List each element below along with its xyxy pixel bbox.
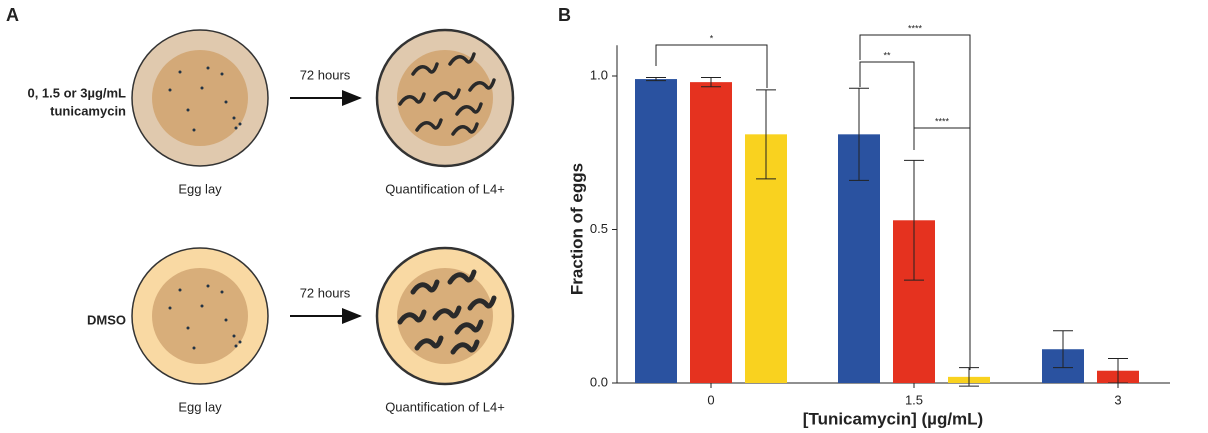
egg (239, 341, 242, 344)
egg (235, 345, 238, 348)
bar (690, 82, 732, 383)
end-label: Quantification of L4+ (385, 399, 505, 414)
start-label: Egg lay (178, 399, 222, 414)
y-tick-label: 0.0 (590, 374, 608, 389)
egg (207, 285, 210, 288)
egg (201, 87, 204, 90)
egg (221, 73, 224, 76)
condition-label: DMSO (87, 312, 126, 327)
egg (179, 71, 182, 74)
egg (187, 109, 190, 112)
egg (221, 291, 224, 294)
x-tick-label: 0 (707, 392, 714, 407)
bar (635, 79, 677, 383)
egg (207, 67, 210, 70)
x-tick-label: 3 (1114, 392, 1121, 407)
significance-label: **** (908, 23, 923, 33)
egg (169, 89, 172, 92)
bacterial-lawn (152, 268, 248, 364)
y-tick-label: 1.0 (590, 67, 608, 82)
panel-label: B (558, 5, 571, 25)
interval-label: 72 hours (300, 285, 351, 300)
significance-label: **** (935, 116, 950, 126)
egg (233, 335, 236, 338)
egg (187, 327, 190, 330)
start-label: Egg lay (178, 181, 222, 196)
x-tick-label: 1.5 (905, 392, 923, 407)
figure: A B 72 hours Egg lay Quantification of L4+… (0, 0, 1208, 433)
egg (225, 319, 228, 322)
significance-label: ** (883, 50, 891, 60)
interval-label: 72 hours (300, 67, 351, 82)
egg (201, 305, 204, 308)
egg (233, 117, 236, 120)
y-axis-label: Fraction of eggs (567, 163, 586, 295)
significance-label: * (710, 33, 714, 43)
egg (179, 289, 182, 292)
condition-label: 0, 1.5 or 3µg/mL (27, 85, 126, 100)
egg (239, 123, 242, 126)
egg (169, 307, 172, 310)
panel-label: A (6, 5, 19, 25)
egg (225, 101, 228, 104)
x-axis-label: [Tunicamycin] (µg/mL) (803, 409, 983, 428)
end-label: Quantification of L4+ (385, 181, 505, 196)
condition-label: tunicamycin (50, 103, 126, 118)
bacterial-lawn (152, 50, 248, 146)
egg (193, 347, 196, 350)
egg (193, 129, 196, 132)
egg (235, 127, 238, 130)
y-tick-label: 0.5 (590, 221, 608, 236)
